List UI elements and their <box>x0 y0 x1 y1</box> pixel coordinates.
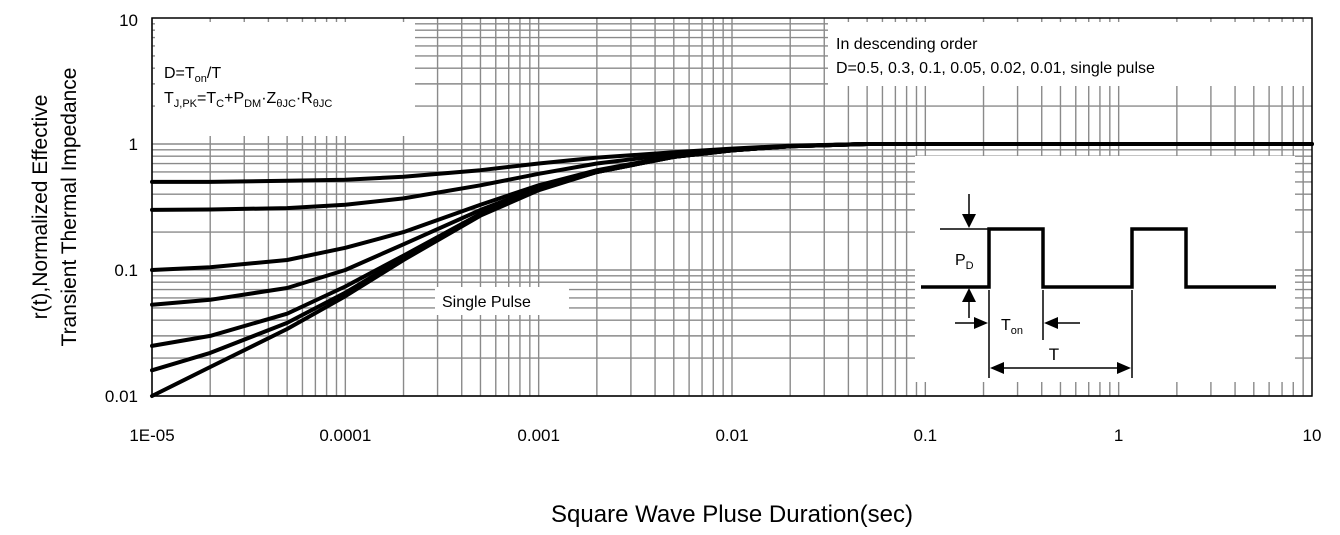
order-list: D=0.5, 0.3, 0.1, 0.05, 0.02, 0.01, singl… <box>836 60 1155 77</box>
pulse-inset: PD Ton T <box>921 194 1276 378</box>
pd-label: PD <box>955 252 974 272</box>
inset-box <box>915 156 1295 382</box>
x-tick-label: 1 <box>1114 426 1123 445</box>
x-tick-label: 0.01 <box>715 426 748 445</box>
y-tick-label: 1 <box>129 135 138 154</box>
order-title: In descending order <box>836 36 978 53</box>
formula-d: D=Ton/T <box>164 65 221 85</box>
y-tick-label: 0.01 <box>105 387 138 406</box>
x-tick-label: 0.1 <box>914 426 938 445</box>
annotation-boxes <box>155 22 1312 382</box>
y-axis-title-line2: Transient Thermal Impedance <box>58 68 81 347</box>
annotations: D=Ton/T TJ,PK=TC+PDM·ZθJC·RθJC In descendi… <box>164 36 1155 311</box>
ton-label: Ton <box>1001 317 1023 337</box>
x-tick-label: 0.001 <box>517 426 560 445</box>
series-line <box>150 142 1314 398</box>
pulse-waveform <box>921 227 1276 289</box>
t-arrow-right-head <box>1117 362 1131 374</box>
y-tick-label: 0.1 <box>114 261 138 280</box>
x-tick-label: 0.0001 <box>319 426 371 445</box>
tick-labels: 1E-05 0.0001 0.001 0.01 0.1 1 10 0.01 0.1 1 10 <box>105 11 1322 445</box>
x-tick-label: 10 <box>1303 426 1322 445</box>
series-line <box>150 142 870 348</box>
pd-arrow-down-head <box>962 214 976 228</box>
ton-arrow-left-head <box>974 317 988 329</box>
single-pulse-label: Single Pulse <box>442 294 531 311</box>
y-axis-title-line1: r(t),Normalized Effective <box>29 95 52 320</box>
series-layer <box>150 142 1314 398</box>
formula-tj: TJ,PK=TC+PDM·ZθJC·RθJC <box>164 90 332 110</box>
order-box <box>828 22 1312 86</box>
ton-arrow-right-head <box>1044 317 1058 329</box>
t-label: T <box>1049 345 1059 364</box>
t-arrow-left-head <box>990 362 1004 374</box>
axis-titles: Square Wave Pluse Duration(sec) r(t),Norm… <box>29 68 913 528</box>
formula-box <box>155 22 415 136</box>
x-tick-label: 1E-05 <box>129 426 174 445</box>
pd-arrow-up-head <box>962 288 976 302</box>
x-axis-title: Square Wave Pluse Duration(sec) <box>551 501 913 528</box>
single-pulse-box <box>435 287 569 315</box>
y-tick-label: 10 <box>119 11 138 30</box>
plot-border <box>151 17 1313 397</box>
plot-frame <box>151 17 1313 397</box>
